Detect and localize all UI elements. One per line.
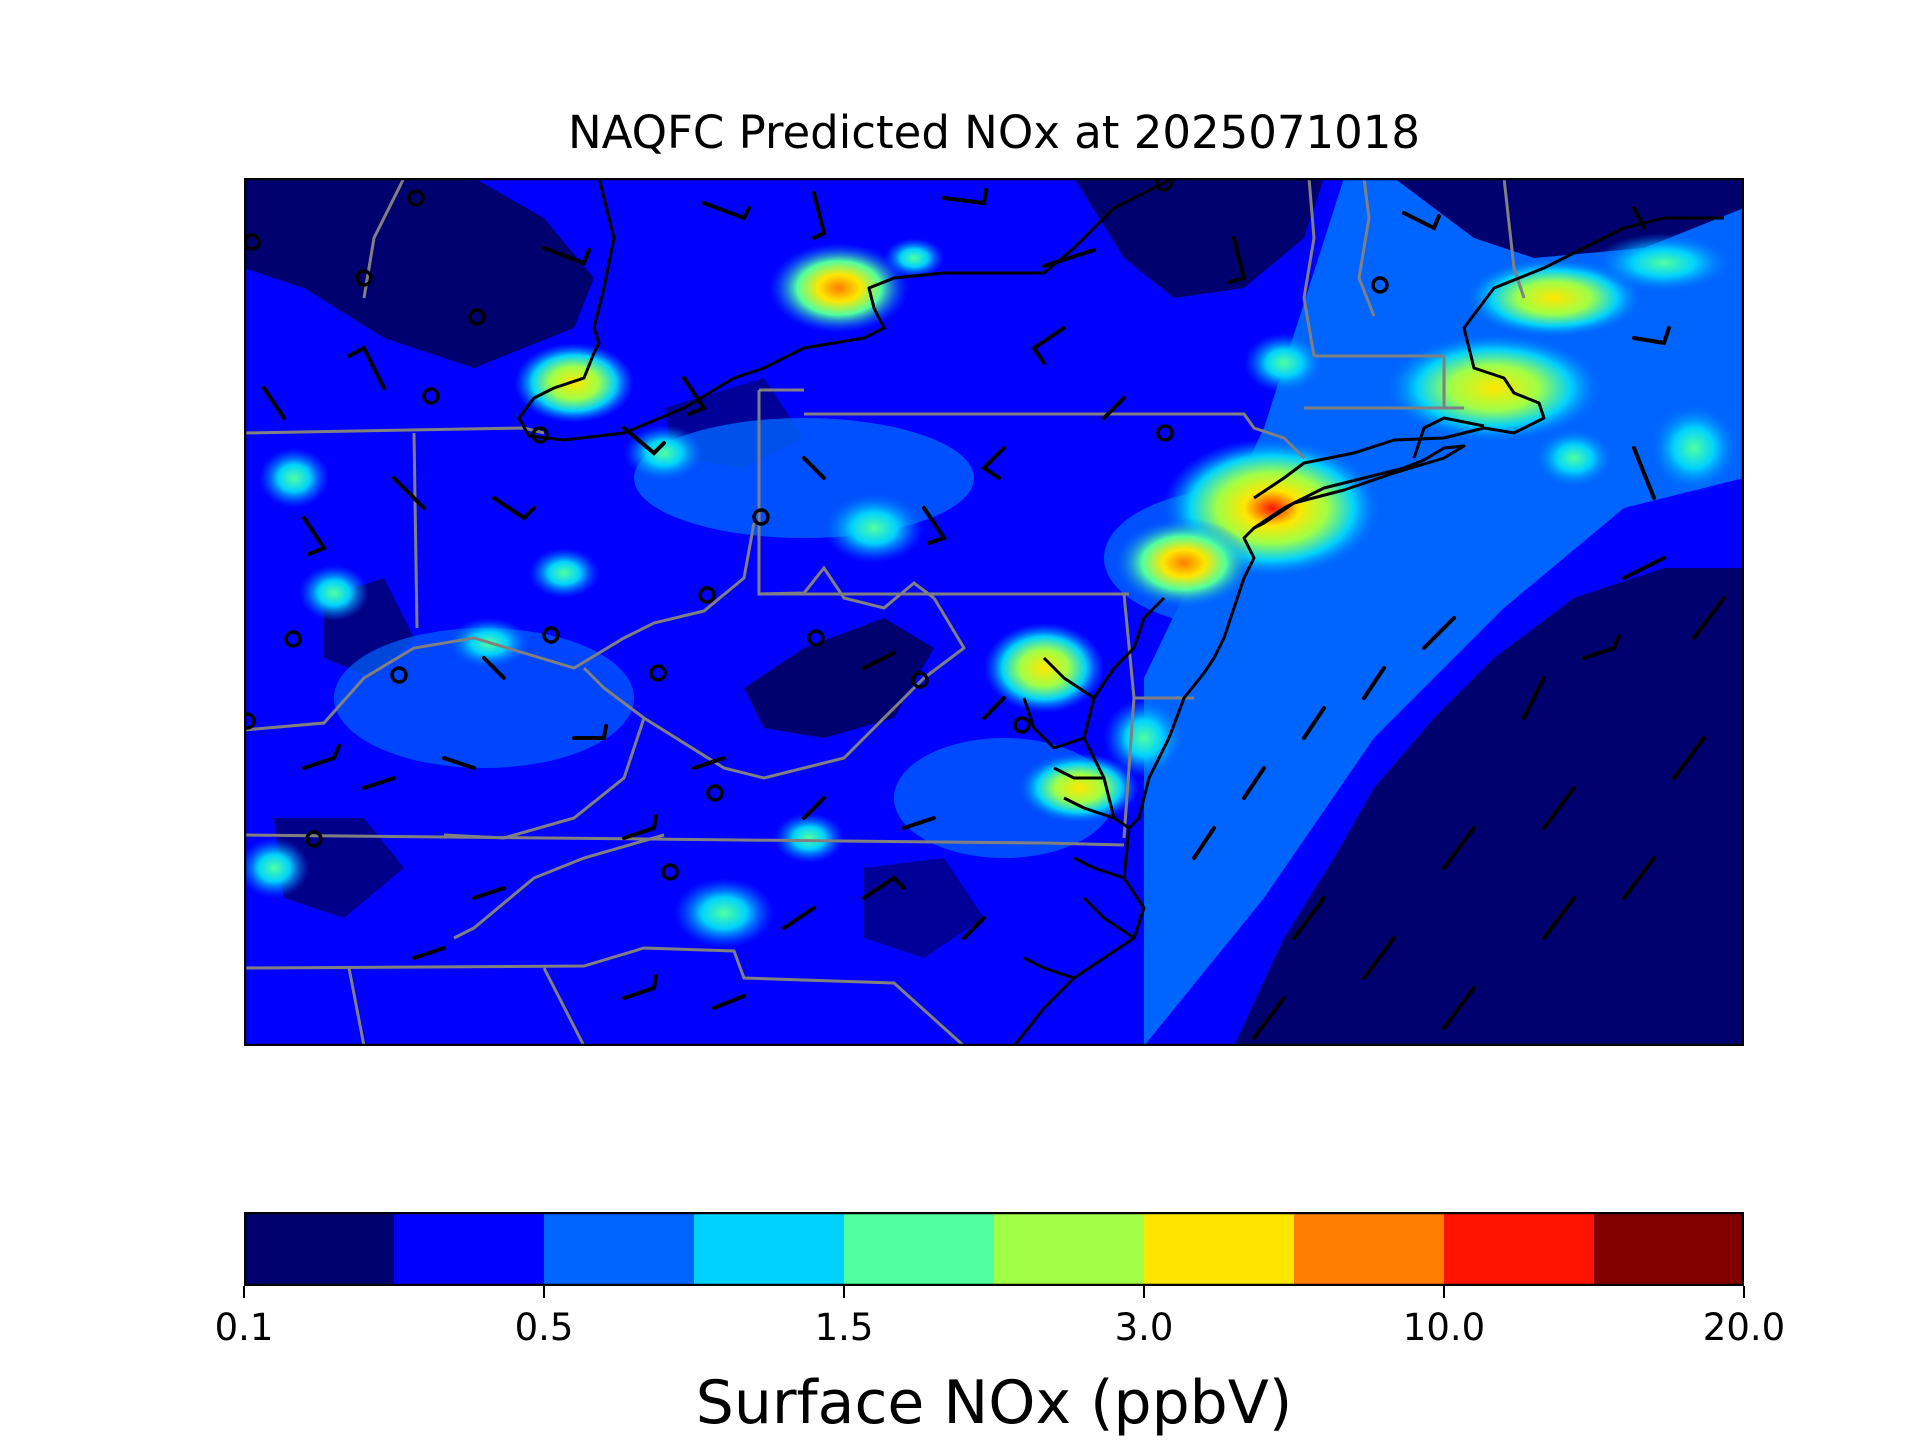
state-boundaries (244, 178, 1526, 1046)
colorbar-tick-label: 20.0 (1702, 1306, 1786, 1349)
colorbar-label: Surface NOx (ppbV) (695, 1368, 1293, 1438)
colorbar (243, 1211, 1745, 1287)
colorbar-tick-mark (543, 1286, 545, 1298)
coastline (517, 178, 1724, 1046)
colorbar-tick-mark (1743, 1286, 1745, 1298)
nox-map (244, 178, 1744, 1046)
colorbar-tick-mark (1443, 1286, 1445, 1298)
map-frame (244, 178, 1744, 1046)
colorbar-swatch (694, 1212, 845, 1286)
colorbar-swatch (1144, 1212, 1295, 1286)
colorbar-swatch (844, 1212, 995, 1286)
colorbar-swatch (544, 1212, 695, 1286)
colorbar-tick-mark (243, 1286, 245, 1298)
colorbar-tick-mark (1143, 1286, 1145, 1298)
colorbar-tick-mark (843, 1286, 845, 1298)
colorbar-swatch (994, 1212, 1145, 1286)
wind-barbs (262, 188, 1726, 1040)
colorbar-swatches (243, 1211, 1745, 1287)
colorbar-swatch (1444, 1212, 1595, 1286)
colorbar-tick-label: 1.5 (814, 1306, 874, 1349)
calm-wind-circles (244, 178, 1389, 881)
colorbar-swatch (244, 1212, 395, 1286)
colorbar-frame (243, 1211, 1745, 1287)
colorbar-tick-label: 10.0 (1402, 1306, 1486, 1349)
nox-concentration-field (244, 178, 1744, 1046)
colorbar-swatch (394, 1212, 545, 1286)
map-title: NAQFC Predicted NOx at 2025071018 (567, 106, 1421, 159)
colorbar-tick-label: 0.1 (214, 1306, 274, 1349)
colorbar-tick-label: 3.0 (1114, 1306, 1174, 1349)
colorbar-swatch (1294, 1212, 1445, 1286)
colorbar-tick-label: 0.5 (514, 1306, 574, 1349)
map-panel (244, 178, 1744, 1046)
colorbar-swatch (1594, 1212, 1745, 1286)
